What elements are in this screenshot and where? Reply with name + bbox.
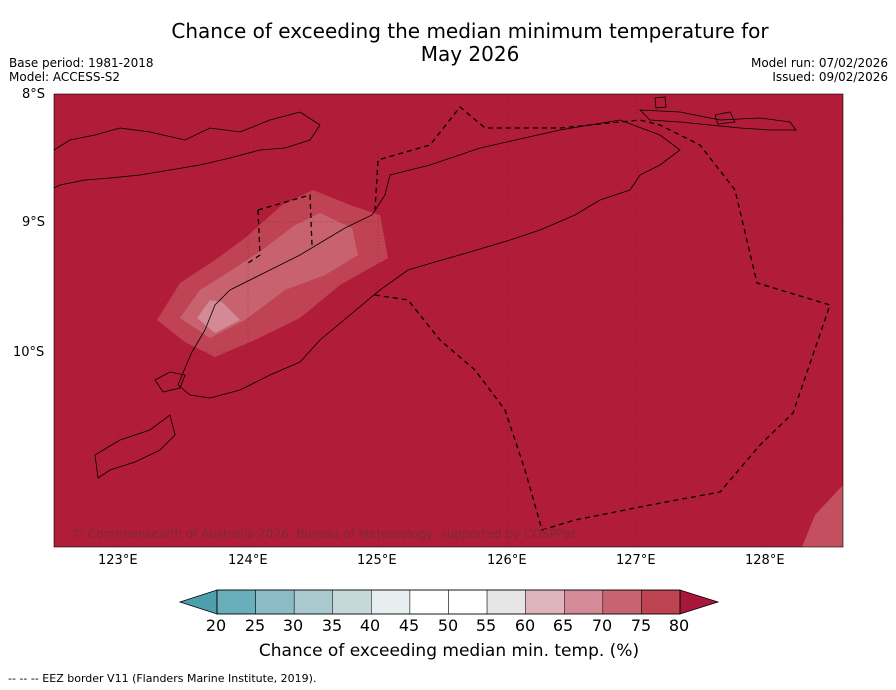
coastlines bbox=[53, 96, 797, 479]
colorbar-segment bbox=[602, 589, 642, 615]
title-line-1: Chance of exceeding the median minimum t… bbox=[171, 19, 769, 43]
eez-footnote: -- -- -- EEZ border V11 (Flanders Marine… bbox=[8, 672, 317, 685]
lon-label-128e: 128°E bbox=[745, 553, 785, 568]
colorbar-tick: 75 bbox=[630, 616, 652, 635]
lon-label-126e: 126°E bbox=[487, 553, 527, 568]
model-name: Model: ACCESS-S2 bbox=[9, 70, 121, 84]
colorbar-segment bbox=[448, 589, 488, 615]
colorbar-segment bbox=[371, 589, 411, 615]
lat-label-9s: 9°S bbox=[22, 215, 46, 230]
copyright-notice: © Commonwealth of Australia 2026, Bureau… bbox=[72, 527, 578, 541]
colorbar-segment bbox=[255, 589, 295, 615]
colorbar-tick: 45 bbox=[398, 616, 420, 635]
colorbar-segment bbox=[216, 589, 256, 615]
wetar-coast bbox=[638, 109, 797, 131]
colorbar-tick: 80 bbox=[668, 616, 690, 635]
colorbar-segment bbox=[525, 589, 565, 615]
colorbar-tick: 40 bbox=[359, 616, 381, 635]
colorbar-tick: 30 bbox=[282, 616, 304, 635]
issued-date: Issued: 09/02/2026 bbox=[772, 70, 888, 84]
gridlines bbox=[54, 94, 843, 547]
colorbar-segment bbox=[332, 589, 372, 615]
flores-coast bbox=[53, 111, 321, 189]
colorbar-frame bbox=[216, 589, 681, 615]
timor-island-coast bbox=[177, 119, 681, 399]
colorbar bbox=[178, 589, 720, 615]
eez-border bbox=[244, 106, 831, 531]
colorbar-tick: 35 bbox=[321, 616, 343, 635]
colorbar-right-arrow bbox=[679, 589, 720, 615]
colorbar-tick: 65 bbox=[552, 616, 574, 635]
colorbar-left-arrow bbox=[178, 589, 218, 615]
lat-label-8s: 8°S bbox=[22, 87, 46, 102]
sawu-coast bbox=[94, 414, 176, 479]
contour-se-corner bbox=[802, 485, 843, 547]
colorbar-segment bbox=[486, 589, 526, 615]
colorbar-tick: 25 bbox=[244, 616, 266, 635]
north-islet-2 bbox=[714, 111, 736, 125]
colorbar-segment bbox=[293, 589, 333, 615]
title-line-2: May 2026 bbox=[420, 42, 520, 66]
colorbar-label: Chance of exceeding median min. temp. (%… bbox=[258, 641, 640, 661]
rote-coast bbox=[154, 371, 186, 393]
map-frame bbox=[53, 93, 844, 548]
lon-label-125e: 125°E bbox=[357, 553, 397, 568]
colorbar-segment bbox=[409, 589, 449, 615]
colorbar-tick: 55 bbox=[475, 616, 497, 635]
meta-right: Model run: 07/02/2026 Issued: 09/02/2026 bbox=[751, 56, 888, 84]
north-islet-1 bbox=[654, 96, 667, 109]
contour-65 bbox=[197, 300, 240, 333]
lon-label-123e: 123°E bbox=[98, 553, 138, 568]
lon-label-124e: 124°E bbox=[228, 553, 268, 568]
model-run: Model run: 07/02/2026 bbox=[750, 56, 888, 70]
lon-label-127e: 127°E bbox=[616, 553, 656, 568]
colorbar-tick: 20 bbox=[205, 616, 227, 635]
colorbar-tick: 60 bbox=[514, 616, 536, 635]
colorbar-segment bbox=[564, 589, 604, 615]
colorbar-segment bbox=[641, 589, 681, 615]
colorbar-tick: 70 bbox=[591, 616, 613, 635]
map-title: Chance of exceeding the median minimum t… bbox=[0, 20, 896, 66]
meta-left: Base period: 1981-2018 Model: ACCESS-S2 bbox=[9, 56, 154, 84]
lat-label-10s: 10°S bbox=[13, 345, 45, 360]
colorbar-tick: 50 bbox=[437, 616, 459, 635]
base-period: Base period: 1981-2018 bbox=[9, 56, 154, 70]
